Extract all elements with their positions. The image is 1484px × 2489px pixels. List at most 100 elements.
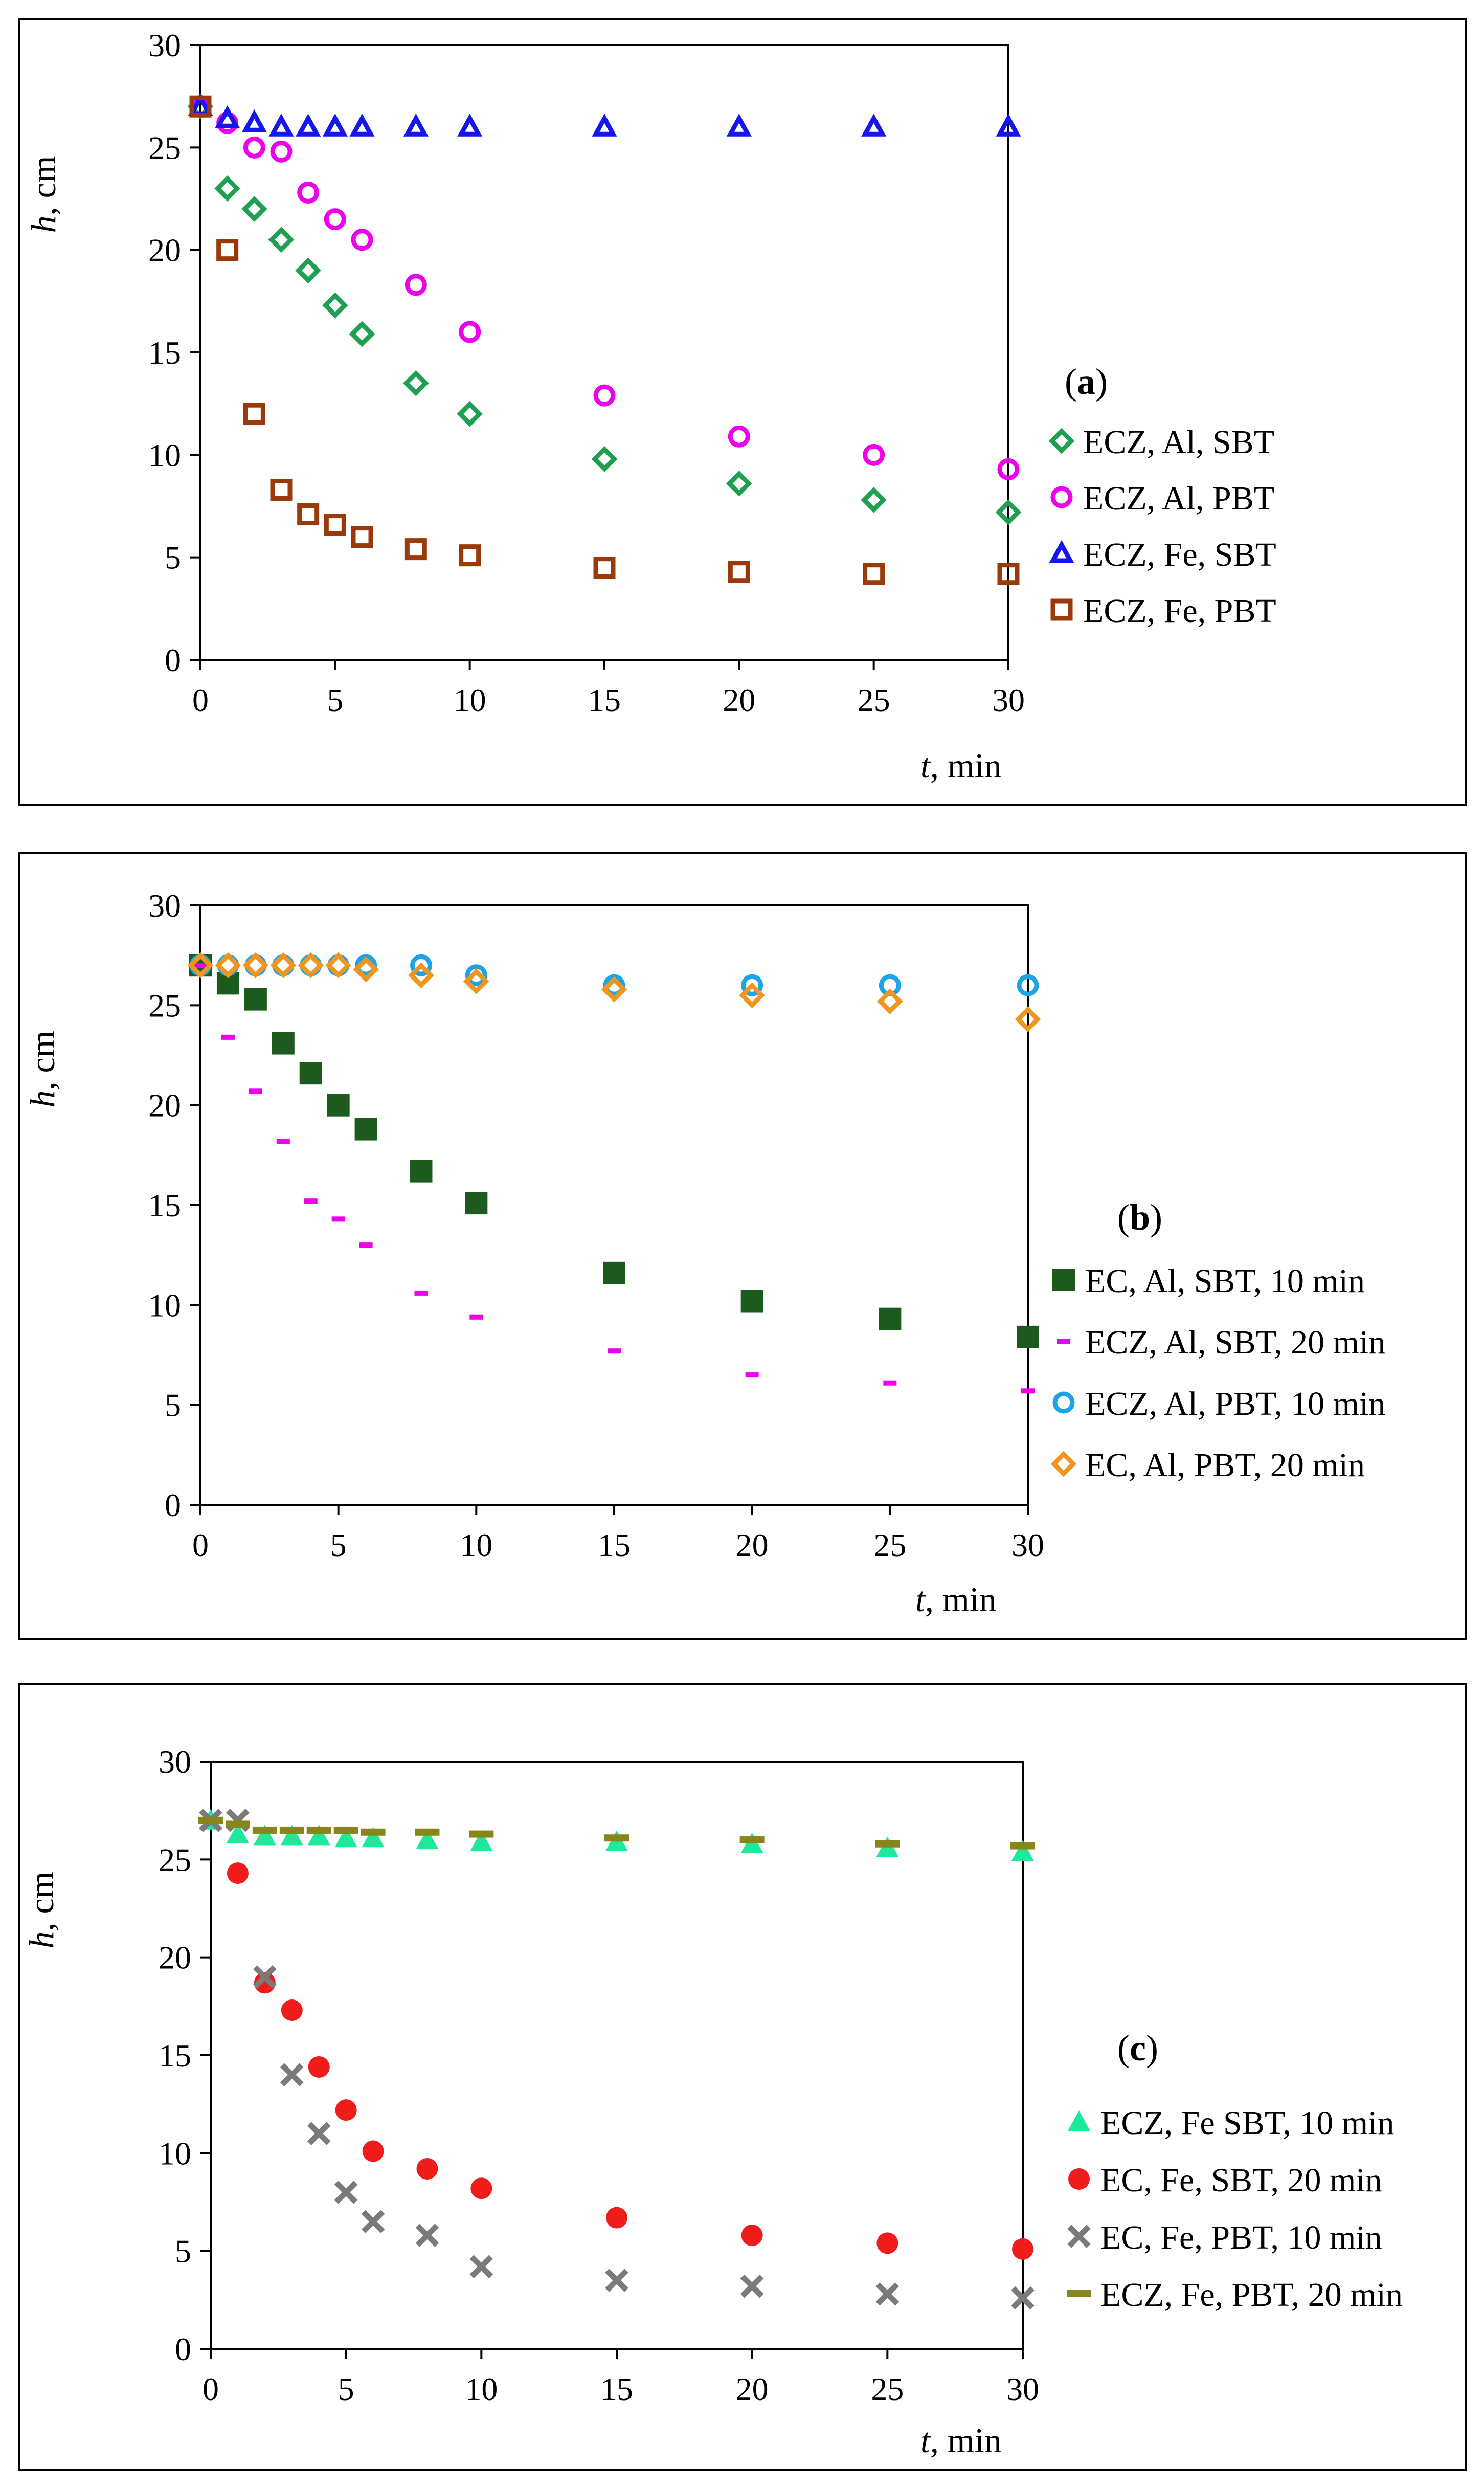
series-b-ec-al-pbt-20-min [187, 952, 1041, 1033]
legend-label-b-3: ECZ, Al, PBT, 10 min [1085, 1385, 1385, 1423]
data-point-a-3 [268, 113, 294, 137]
panel-label-b: (b) [1117, 1197, 1162, 1238]
series-c-ec-fe-pbt-10-min [199, 1809, 1035, 2310]
data-point-b-4 [408, 962, 434, 989]
legend-marker-a-4 [1050, 598, 1073, 621]
x-tick-label-a: 10 [454, 682, 486, 718]
data-point-b-1 [879, 1307, 902, 1330]
data-point-c-4 [469, 1830, 494, 1838]
data-point-b-3 [410, 954, 432, 976]
data-point-b-2 [469, 1314, 483, 1320]
data-point-a-4 [593, 557, 616, 579]
data-point-b-1 [465, 1192, 488, 1215]
data-point-a-1 [349, 321, 375, 347]
data-point-a-1 [726, 471, 752, 497]
data-point-a-1 [268, 227, 295, 253]
data-point-b-1 [272, 1032, 295, 1055]
panel-b: 0 5 10 15 20 25 30 0 5 10 15 20 25 30 t, min h, cm (b) EC… [18, 852, 1467, 1640]
legend-marker-c-2 [1068, 2168, 1090, 2190]
data-point-c-4 [198, 1816, 223, 1824]
y-tick-label-c: 30 [159, 1744, 191, 1780]
legend-label-b-2: ECZ, Al, SBT, 20 min [1085, 1324, 1385, 1361]
legend-marker-b-3 [1052, 1391, 1075, 1414]
y-tick-label-b: 0 [165, 1487, 181, 1523]
data-point-a-4 [324, 514, 346, 536]
data-point-b-2 [359, 1242, 373, 1248]
y-tick-label-c: 10 [159, 2135, 191, 2171]
x-tick-label-b: 5 [330, 1527, 347, 1563]
x-tick-label-c: 25 [871, 2371, 904, 2407]
data-point-c-4 [875, 1840, 900, 1848]
x-tick-label-b: 30 [1011, 1527, 1044, 1563]
y-tick-label-a: 10 [148, 437, 181, 473]
data-point-b-3 [465, 964, 487, 987]
data-point-b-4 [463, 968, 489, 994]
y-tick-label-b: 30 [148, 887, 181, 924]
data-point-b-2 [414, 1290, 428, 1296]
data-point-b-1 [244, 988, 267, 1011]
legend-a: (a) ECZ, Al, SBT ECZ, Al, PBT ECZ, Fe, SBT E… [1048, 361, 1276, 630]
data-point-c-4 [225, 1820, 250, 1828]
data-point-c-2 [308, 2056, 330, 2078]
data-point-a-3 [457, 113, 483, 137]
legend-marker-b-4 [1050, 1451, 1077, 1477]
data-point-a-4 [997, 563, 1020, 585]
x-tick-label-c: 10 [465, 2371, 498, 2407]
data-point-a-4 [270, 478, 293, 501]
legend-marker-a-1 [1048, 428, 1075, 454]
legend-label-c-3: EC, Fe, PBT, 10 min [1100, 2219, 1382, 2256]
y-tick-label-a: 15 [148, 335, 181, 371]
data-point-c-4 [279, 1826, 304, 1834]
x-tick-label-b: 10 [460, 1527, 492, 1563]
data-point-a-1 [214, 175, 241, 202]
data-point-c-2 [1012, 2238, 1033, 2260]
data-point-b-4 [187, 952, 214, 979]
series-b-ecz-al-sbt-20-min [194, 963, 1035, 1394]
legend-label-c-2: EC, Fe, SBT, 20 min [1100, 2162, 1382, 2199]
x-tick-label-a: 25 [858, 682, 890, 718]
data-point-a-3 [403, 113, 429, 137]
data-point-c-1 [1011, 1840, 1034, 1861]
data-point-c-3 [334, 2181, 358, 2204]
series-a-ecz-al-sbt [187, 93, 1022, 525]
x-tick-label-a: 0 [192, 682, 209, 718]
data-point-c-3 [253, 1965, 277, 1989]
data-point-a-2 [270, 140, 293, 163]
data-point-c-2 [335, 2099, 357, 2121]
x-axis-label-c: t, min [920, 2421, 1002, 2460]
legend-label-c-4: ECZ, Fe, PBT, 20 min [1100, 2276, 1403, 2314]
plot-area-a [199, 44, 1009, 661]
data-point-b-1 [603, 1261, 625, 1284]
series-c-ec-fe-sbt-20-min [227, 1862, 1033, 2260]
data-point-b-3 [1017, 974, 1039, 996]
data-point-c-2 [741, 2225, 763, 2247]
data-point-a-4 [216, 239, 239, 261]
series-a-ecz-al-pbt [189, 95, 1020, 480]
data-point-b-1 [410, 1160, 433, 1183]
data-point-a-2 [324, 208, 346, 231]
data-point-b-2 [883, 1380, 897, 1386]
data-point-a-1 [995, 499, 1022, 525]
data-point-b-4 [298, 952, 324, 979]
data-point-c-2 [470, 2177, 492, 2199]
data-point-a-4 [297, 503, 320, 526]
data-point-c-3 [875, 2282, 900, 2306]
data-point-b-2 [1021, 1388, 1035, 1394]
data-point-c-2 [416, 2158, 438, 2180]
data-point-c-2 [606, 2207, 627, 2229]
data-point-b-2 [608, 1348, 621, 1354]
data-point-c-1 [470, 1830, 493, 1851]
x-tick-label-a: 15 [588, 682, 621, 718]
data-point-b-4 [876, 988, 903, 1014]
data-point-c-3 [605, 2269, 628, 2292]
data-point-a-1 [241, 196, 267, 222]
data-point-a-2 [404, 274, 427, 296]
legend-marker-a-3 [1049, 540, 1074, 563]
panel-label-c: (c) [1117, 2028, 1158, 2069]
data-point-b-1 [740, 1290, 763, 1313]
chart-b: 0 5 10 15 20 25 30 0 5 10 15 20 25 30 t, min h, cm (b) EC… [23, 887, 1385, 1619]
y-tick-label-a: 20 [148, 232, 181, 269]
data-point-c-1 [226, 1823, 249, 1843]
data-point-c-3 [740, 2274, 764, 2298]
